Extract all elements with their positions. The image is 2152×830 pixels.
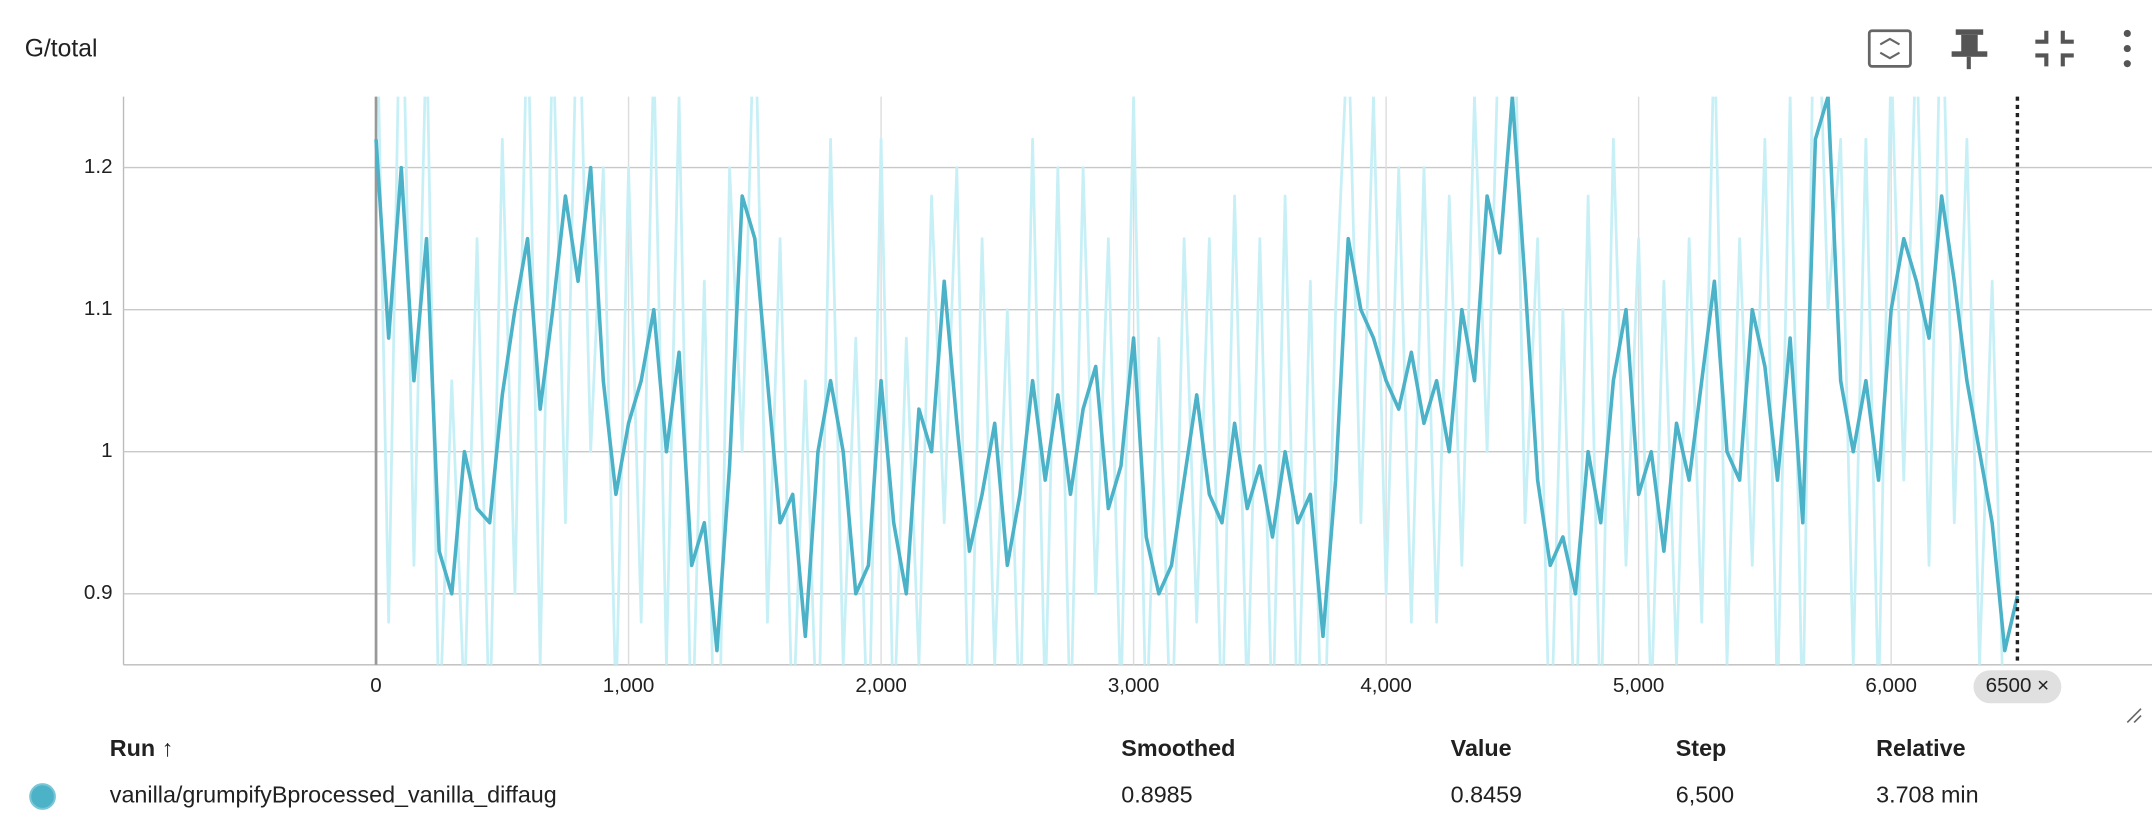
series-line <box>377 96 2004 665</box>
y-tick-label: 1.1 <box>84 297 113 320</box>
x-tick-label: 2,000 <box>855 674 907 697</box>
series-line <box>374 96 2020 653</box>
fit-icon[interactable] <box>1867 29 1912 68</box>
table-cell: 0.8459 <box>1451 782 1522 808</box>
collapse-icon[interactable] <box>2035 30 2074 67</box>
x-tick-label: 1,000 <box>603 674 655 697</box>
table-header[interactable]: Run ↑ <box>110 735 174 761</box>
x-tick-label: 4,000 <box>1360 674 1411 697</box>
y-tick-label: 1 <box>101 439 112 462</box>
run-table: Run ↑ Smoothed Value Step Relative vanilla/gr… <box>29 735 1979 810</box>
resize-handle[interactable] <box>2126 708 2142 724</box>
table-header: Value <box>1451 735 1512 761</box>
table-header: Step <box>1676 735 1727 761</box>
x-tick-label: 5,000 <box>1613 674 1665 697</box>
table-header: Smoothed <box>1121 735 1235 761</box>
y-tick-label: 0.9 <box>84 581 113 604</box>
table-cell: 3.708 min <box>1876 782 1978 808</box>
chart-title: G/total <box>25 35 98 62</box>
x-tick-label: 0 <box>370 674 381 697</box>
table-cell: 0.8985 <box>1121 782 1192 808</box>
labels: 0.9 1 1.1 1.2 0 1,000 2,000 3,000 4,000 5,000 6,00… <box>84 96 2062 704</box>
pin-icon[interactable] <box>1951 29 1988 70</box>
plot-area <box>374 96 2020 665</box>
x-tick-label: 6,000 <box>1865 674 1917 697</box>
hover-label: 6500 × <box>1986 674 2050 697</box>
table-cell: 6,500 <box>1676 782 1734 808</box>
x-tick-label: 3,000 <box>1108 674 1160 697</box>
table-cell: vanilla/grumpifyBprocessed_vanilla_diffa… <box>110 782 557 808</box>
run-color-dot <box>29 783 56 810</box>
hover-chip[interactable] <box>1973 670 2062 704</box>
more-icon[interactable] <box>2123 29 2131 68</box>
y-tick-label: 1.2 <box>84 155 113 178</box>
table-header: Relative <box>1876 735 1965 761</box>
